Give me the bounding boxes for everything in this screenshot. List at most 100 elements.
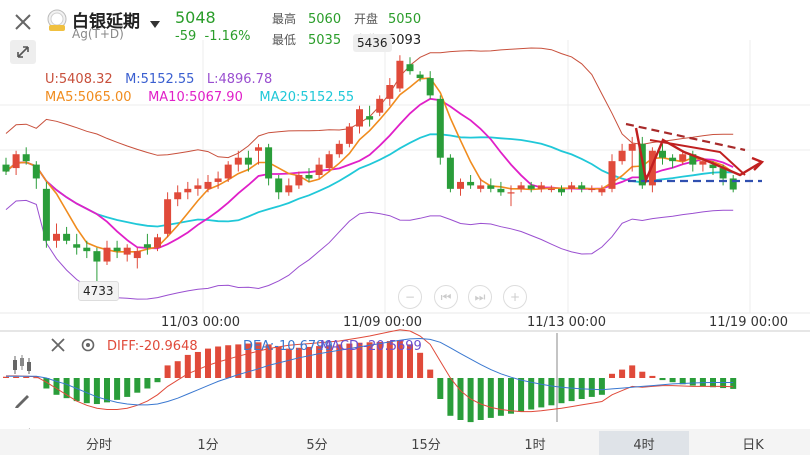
candle-body — [659, 150, 666, 158]
ma5-value: MA5:5065.00 — [45, 90, 132, 105]
macd-bar — [366, 342, 373, 378]
period-tab[interactable]: 日K — [742, 437, 764, 453]
macd-bar — [598, 378, 605, 395]
macd-bar — [326, 345, 333, 378]
macd-bar — [275, 346, 282, 378]
macd-bar — [477, 378, 484, 420]
high-label: 最高 — [272, 12, 297, 26]
gear-icon — [81, 338, 95, 352]
candle-body — [487, 185, 495, 189]
candle-body — [457, 181, 464, 189]
candle-body — [588, 188, 596, 191]
indicator-tool-button[interactable] — [6, 350, 38, 380]
candle-body — [467, 181, 475, 186]
boll-legend: U:5408.32 M:5152.55 L:4896.78 — [45, 72, 272, 87]
macd-bar — [285, 348, 292, 378]
fullscreen-button[interactable] — [10, 40, 36, 64]
low-price-label: 4733 — [78, 281, 119, 301]
macd-bar — [629, 365, 636, 378]
macd-bar — [730, 378, 737, 389]
candle-body — [63, 233, 71, 241]
candle-body — [537, 185, 545, 189]
macd-bar — [336, 344, 343, 378]
candle-body — [32, 164, 40, 179]
macd-bar — [295, 347, 302, 378]
macd-bar — [194, 351, 201, 378]
candle-body — [184, 188, 192, 193]
candle-body — [244, 157, 252, 165]
zoom-in-button[interactable]: + — [503, 285, 527, 309]
macd-settings-button[interactable] — [80, 337, 96, 357]
candle-body — [477, 185, 485, 189]
candle-body — [154, 237, 161, 248]
macd-dea-value: DEA:-10.6799 — [243, 339, 333, 354]
macd-bar — [225, 345, 232, 378]
candle-body — [507, 192, 515, 194]
macd-bar — [649, 375, 656, 378]
macd-bar — [548, 378, 555, 406]
period-tab[interactable]: 分时 — [85, 437, 112, 453]
macd-bar — [124, 378, 131, 397]
open-label: 开盘 — [354, 12, 379, 26]
macd-bar — [568, 378, 575, 402]
candle-body — [558, 188, 565, 193]
scroll-left-button[interactable]: ⏮ — [434, 285, 458, 309]
candle-body — [386, 85, 394, 99]
pencil-icon — [15, 395, 29, 408]
macd-bar — [63, 378, 70, 399]
macd-bar — [417, 352, 424, 378]
candle-body — [22, 154, 30, 162]
symbol-name[interactable]: 白银延期 — [72, 12, 140, 32]
arrow-head — [751, 156, 765, 171]
close-button[interactable] — [6, 8, 40, 36]
macd-bar — [235, 344, 242, 378]
candle-body — [315, 164, 323, 175]
candle-tool-icon — [13, 355, 31, 374]
open-value: 5050 — [388, 12, 422, 27]
period-tab[interactable]: 4时 — [599, 431, 689, 455]
period-tab[interactable]: 1分 — [197, 437, 219, 453]
macd-bar — [13, 376, 20, 378]
symbol-logo — [46, 9, 68, 33]
period-tab[interactable]: 15分 — [411, 437, 441, 453]
macd-bar — [588, 378, 595, 397]
candle-body — [729, 178, 737, 190]
period-tab[interactable]: 1时 — [524, 437, 546, 453]
macd-bar — [720, 378, 727, 389]
resistance-dashed-line — [625, 122, 746, 152]
candle-body — [527, 185, 535, 189]
macd-bar — [83, 378, 90, 404]
zoom-out-button[interactable]: − — [398, 285, 422, 309]
macd-bar — [376, 341, 383, 378]
candle-body — [517, 185, 525, 189]
macd-bar — [457, 378, 464, 420]
macd-bar — [164, 365, 171, 378]
candle-body — [275, 178, 283, 193]
ma20-value: MA20:5152.55 — [259, 90, 355, 105]
macd-bar — [538, 378, 545, 408]
macd-bar — [184, 354, 191, 378]
draw-tool-button[interactable] — [6, 385, 38, 415]
macd-bar — [316, 346, 323, 378]
candles — [2, 55, 737, 299]
candle-body — [436, 98, 444, 158]
macd-bar — [689, 378, 696, 386]
candle-body — [396, 60, 404, 89]
candle-body — [618, 150, 626, 162]
macd-bar — [467, 378, 474, 423]
wave-arrow-path — [634, 127, 761, 185]
candle-body — [113, 247, 121, 252]
symbol-dropdown-icon[interactable] — [150, 14, 160, 33]
boll-lower-value: L:4896.78 — [206, 72, 273, 87]
macd-close-button[interactable] — [50, 337, 66, 357]
low-value: 5035 — [308, 33, 342, 48]
macd-bar — [53, 378, 60, 395]
period-tab[interactable]: 5分 — [306, 437, 328, 453]
scroll-right-button[interactable]: ⏭ — [468, 285, 492, 309]
macd-bar — [659, 378, 666, 381]
candle-body — [255, 147, 262, 151]
candle-body — [103, 247, 111, 262]
macd-bar — [23, 376, 30, 378]
macd-bar — [528, 378, 535, 410]
